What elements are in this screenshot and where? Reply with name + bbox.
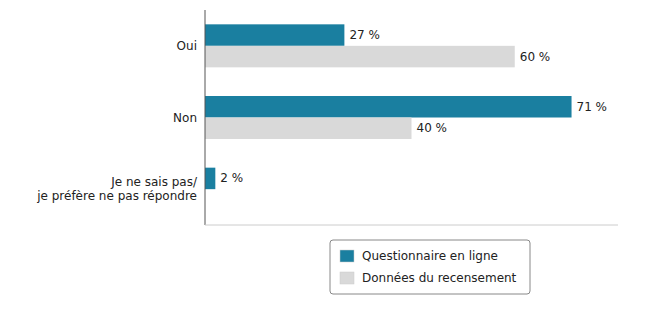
y-axis-line xyxy=(205,10,206,225)
bars xyxy=(205,24,572,189)
y-tick-label-line: Non xyxy=(173,111,197,125)
legend-label: Questionnaire en ligne xyxy=(362,249,498,263)
data-label: 60 % xyxy=(520,50,551,64)
x-axis-line xyxy=(205,225,618,226)
bar xyxy=(205,46,515,67)
y-tick-label: Oui xyxy=(177,39,197,53)
bar xyxy=(205,118,412,140)
chart: 2 % 71 % 27 % 40 % 60 % Je ne sais pas/je pré… xyxy=(0,0,658,311)
y-tick-label: Non xyxy=(173,111,197,125)
y-tick-label-line: Je ne sais pas/ xyxy=(110,175,198,189)
legend: Questionnaire en ligne Données du recense… xyxy=(330,240,530,294)
y-tick-label: Je ne sais pas/je préfère ne pas répondr… xyxy=(36,175,198,203)
y-tick-label-line: Oui xyxy=(177,39,197,53)
bar xyxy=(205,96,572,118)
legend-swatch xyxy=(340,272,354,284)
data-label: 2 % xyxy=(220,171,243,185)
data-label: 27 % xyxy=(349,28,380,42)
data-labels: 2 % 71 % 27 % 40 % 60 % xyxy=(220,28,607,185)
data-label: 40 % xyxy=(417,121,448,135)
y-tick-labels: Je ne sais pas/je préfère ne pas répondr… xyxy=(36,39,198,203)
bar xyxy=(205,24,344,46)
data-label: 71 % xyxy=(577,100,608,114)
legend-swatch xyxy=(340,250,354,262)
legend-frame xyxy=(330,240,530,294)
y-tick-label-line: je préfère ne pas répondre xyxy=(36,189,197,203)
legend-label: Données du recensement xyxy=(362,271,517,285)
bar xyxy=(205,168,215,190)
